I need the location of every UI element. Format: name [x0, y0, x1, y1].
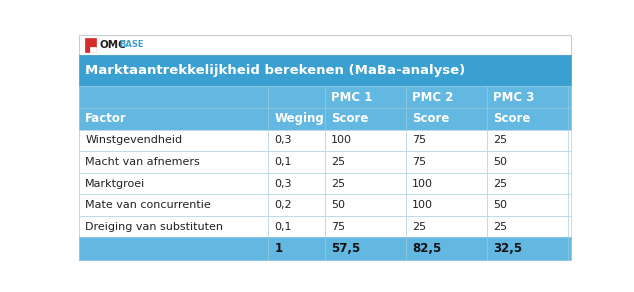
Bar	[487, 173, 568, 194]
Bar	[79, 130, 268, 151]
Bar	[406, 108, 487, 130]
Text: 25: 25	[331, 157, 345, 167]
Text: Dreiging van substituten: Dreiging van substituten	[85, 222, 223, 232]
Text: Marktaantrekkelijkheid berekenen (MaBa-analyse): Marktaantrekkelijkheid berekenen (MaBa-a…	[85, 64, 465, 77]
Text: 100: 100	[412, 178, 433, 189]
Text: Winstgevendheid: Winstgevendheid	[85, 135, 182, 145]
Text: 25: 25	[493, 135, 507, 145]
Text: BASE: BASE	[120, 41, 144, 50]
Text: 0,2: 0,2	[275, 200, 292, 210]
Bar	[406, 216, 487, 237]
Text: Mate van concurrentie: Mate van concurrentie	[85, 200, 211, 210]
Bar	[487, 237, 568, 260]
Bar	[406, 130, 487, 151]
Bar	[79, 237, 268, 260]
Bar	[79, 130, 571, 151]
Bar	[79, 173, 571, 194]
Bar	[79, 173, 268, 194]
Bar	[79, 86, 268, 108]
Bar	[79, 108, 268, 130]
Bar	[325, 237, 406, 260]
Text: 25: 25	[493, 178, 507, 189]
Bar	[79, 194, 268, 216]
Bar	[268, 86, 325, 108]
Bar	[325, 216, 406, 237]
Text: 25: 25	[412, 222, 426, 232]
Bar	[79, 151, 571, 173]
Bar	[406, 194, 487, 216]
Text: OMC: OMC	[100, 40, 127, 50]
Bar	[406, 173, 487, 194]
Bar	[487, 151, 568, 173]
Bar	[325, 86, 406, 108]
Bar	[487, 86, 568, 108]
Bar	[268, 108, 325, 130]
Text: 1: 1	[275, 242, 282, 255]
Text: 50: 50	[331, 200, 345, 210]
Text: 100: 100	[412, 200, 433, 210]
Bar	[325, 130, 406, 151]
Text: 25: 25	[331, 178, 345, 189]
Bar	[79, 194, 571, 216]
Text: Weging: Weging	[275, 112, 324, 125]
Bar	[85, 38, 96, 52]
Text: Score: Score	[493, 112, 531, 125]
Bar	[325, 151, 406, 173]
Text: Score: Score	[331, 112, 368, 125]
Text: Factor: Factor	[85, 112, 127, 125]
Bar	[268, 130, 325, 151]
Text: 0,1: 0,1	[275, 157, 292, 167]
Bar	[406, 237, 487, 260]
Bar	[268, 237, 325, 260]
Bar	[406, 86, 487, 108]
Text: 75: 75	[412, 135, 426, 145]
Text: 25: 25	[493, 222, 507, 232]
Text: 0,1: 0,1	[275, 222, 292, 232]
Bar	[268, 151, 325, 173]
Bar	[79, 35, 571, 55]
Bar	[79, 151, 268, 173]
Text: 50: 50	[493, 200, 507, 210]
Text: PMC 2: PMC 2	[412, 91, 453, 104]
Bar	[79, 55, 571, 86]
Text: 75: 75	[412, 157, 426, 167]
Bar	[487, 194, 568, 216]
Bar	[406, 151, 487, 173]
Text: Marktgroei: Marktgroei	[85, 178, 145, 189]
Bar	[79, 216, 571, 237]
Bar	[268, 216, 325, 237]
Text: 75: 75	[331, 222, 345, 232]
Text: 82,5: 82,5	[412, 242, 441, 255]
Bar	[268, 173, 325, 194]
Text: 50: 50	[493, 157, 507, 167]
Bar	[325, 194, 406, 216]
Bar	[79, 216, 268, 237]
Bar	[79, 108, 571, 130]
Bar	[79, 237, 571, 260]
Text: 100: 100	[331, 135, 352, 145]
Text: PMC 1: PMC 1	[331, 91, 372, 104]
Text: Macht van afnemers: Macht van afnemers	[85, 157, 200, 167]
Bar	[325, 173, 406, 194]
Text: 0,3: 0,3	[275, 178, 292, 189]
Text: 57,5: 57,5	[331, 242, 360, 255]
Text: 32,5: 32,5	[493, 242, 522, 255]
Bar	[325, 108, 406, 130]
Text: Score: Score	[412, 112, 450, 125]
Text: 0,3: 0,3	[275, 135, 292, 145]
Bar	[487, 108, 568, 130]
Bar	[487, 216, 568, 237]
Bar	[487, 130, 568, 151]
Text: PMC 3: PMC 3	[493, 91, 534, 104]
Bar	[79, 86, 571, 108]
Bar	[90, 47, 96, 52]
Bar	[268, 194, 325, 216]
